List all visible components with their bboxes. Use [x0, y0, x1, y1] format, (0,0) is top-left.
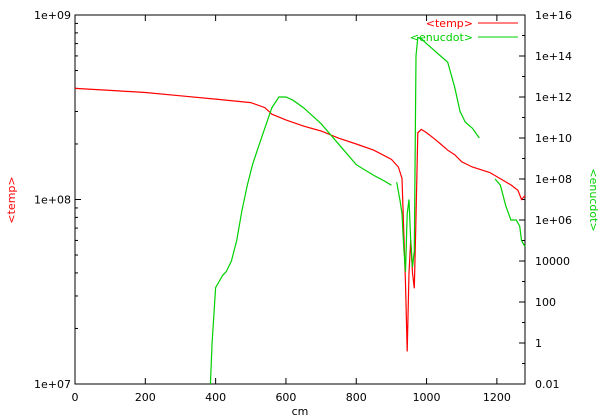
legend: <temp> <enucdot>	[410, 17, 518, 44]
y-right-tick-label: 1e+14	[535, 50, 572, 63]
y-right-tick-label: 1	[535, 337, 542, 350]
y-right-tick-label: 1e+08	[535, 173, 572, 186]
series-line-enucdot-segment-2	[494, 178, 526, 247]
ticks-layer: 0 200 400 600 800 1000 1200 1e+07 1e+08 1e+09 0.01…	[34, 9, 572, 404]
x-axis-label: cm	[292, 405, 309, 418]
series-line-enucdot-segment-0	[209, 96, 392, 385]
series-line-temp-segment-0	[74, 87, 526, 352]
y-right-axis-label: <enucdot>	[587, 168, 600, 231]
y-left-tick-label: 1e+09	[34, 9, 71, 22]
legend-label-temp: <temp>	[426, 17, 473, 30]
x-tick-label: 600	[275, 391, 296, 404]
x-tick-label: 1200	[483, 391, 511, 404]
x-tick-label: 800	[346, 391, 367, 404]
y-left-tick-label: 1e+07	[34, 378, 71, 391]
series-layer	[74, 36, 526, 385]
x-tick-label: 1000	[413, 391, 441, 404]
y-right-tick-label: 100	[535, 296, 556, 309]
y-right-tick-label: 1e+06	[535, 214, 572, 227]
y-right-tick-label: 1e+10	[535, 132, 572, 145]
y-right-tick-label: 10000	[535, 255, 570, 268]
series-line-enucdot-segment-1	[396, 36, 480, 272]
legend-label-enucdot: <enucdot>	[410, 31, 473, 44]
x-tick-label: 0	[72, 391, 79, 404]
y-right-tick-label: 1e+12	[535, 91, 572, 104]
y-left-tick-label: 1e+08	[34, 194, 71, 207]
y-right-tick-label: 0.01	[535, 378, 560, 391]
y-left-axis-label: <temp>	[5, 176, 18, 223]
plot-frame	[74, 14, 526, 385]
y-right-tick-label: 1e+16	[535, 9, 572, 22]
x-tick-label: 200	[135, 391, 156, 404]
x-tick-label: 400	[205, 391, 226, 404]
